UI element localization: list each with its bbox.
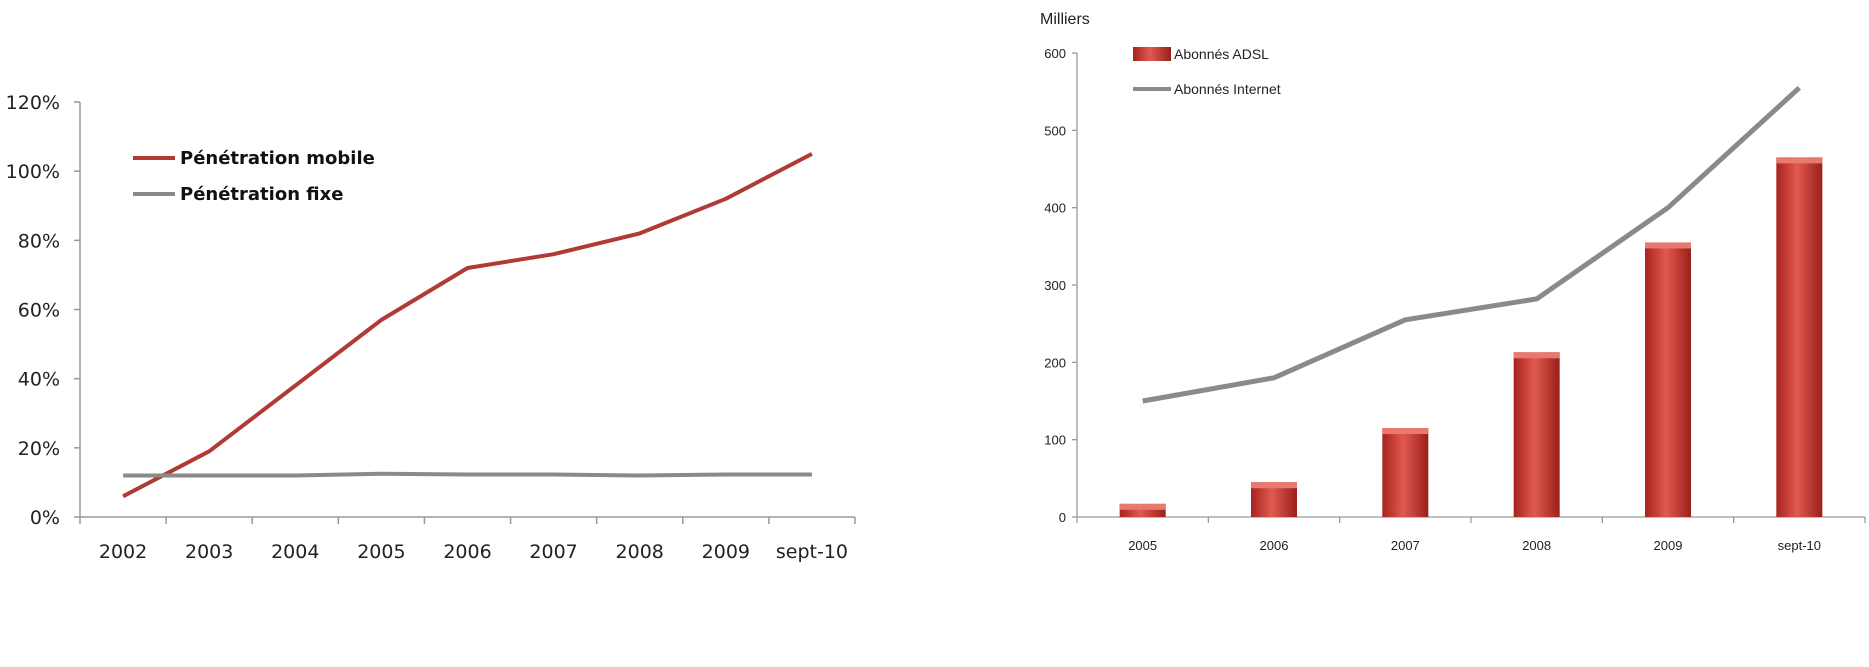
subscribers-chart: Milliers 0 100 200 300 400 500 600 2005 2006 2007 2… (1040, 0, 1869, 667)
bar-top-highlight (1119, 503, 1166, 510)
y-tick-label: 60% (18, 300, 60, 322)
x-tick-label: sept-10 (1778, 538, 1821, 553)
series-line-penetration-mobile (122, 152, 813, 499)
y-tick-label: 100% (6, 161, 60, 183)
legend-label: Abonnés ADSL (1174, 46, 1269, 62)
bar-top-highlight (1776, 157, 1823, 164)
y-tick-label: 400 (1044, 201, 1066, 216)
y-tick-label: 600 (1044, 46, 1066, 61)
y-tick-label: 120% (6, 92, 60, 114)
penetration-chart-svg: 0% 20% 40% 60% 80% 100% 120% 2002 2003 2004 2005 20… (6, 92, 856, 563)
bar-abonnes-adsl (1645, 242, 1691, 517)
y-tick-label: 20% (18, 438, 60, 460)
x-tick-label: 2008 (1522, 538, 1551, 553)
y-tick-label: 0% (30, 507, 60, 529)
x-tick-label: 2003 (185, 541, 233, 563)
y-tick-label: 80% (18, 230, 60, 252)
bar-top-highlight (1251, 482, 1297, 489)
x-tick-label: 2002 (99, 541, 147, 563)
y-tick-label: 200 (1044, 355, 1066, 370)
bar-top-highlight (1382, 428, 1429, 435)
x-tick-label: 2007 (1391, 538, 1420, 553)
x-tick-label: 2005 (357, 541, 405, 563)
penetration-chart: 0% 20% 40% 60% 80% 100% 120% 2002 2003 2004 2005 20… (6, 92, 856, 563)
y-tick-label: 100 (1044, 433, 1066, 448)
bar-abonnes-adsl (1513, 352, 1560, 517)
x-tick-label: sept-10 (776, 541, 848, 563)
y-tick-label: 40% (18, 369, 60, 391)
bar-top-highlight (1645, 242, 1691, 249)
x-tick-label: 2005 (1128, 538, 1157, 553)
legend-label: Pénétration mobile (180, 148, 375, 169)
x-tick-label: 2009 (1654, 538, 1683, 553)
x-tick-label: 2008 (616, 541, 664, 563)
legend-label: Pénétration fixe (180, 184, 343, 205)
bar-abonnes-adsl (1776, 157, 1823, 517)
x-tick-label: 2006 (443, 541, 491, 563)
y-tick-label: 300 (1044, 278, 1066, 293)
bar-abonnes-adsl (1382, 428, 1429, 517)
subscribers-chart-svg: Milliers 0 100 200 300 400 500 600 2005 2006 2007 2… (1040, 11, 1866, 553)
series-line-penetration-fixe (123, 471, 812, 478)
x-tick-label: 2009 (702, 541, 750, 563)
y-tick-label: 500 (1044, 123, 1066, 138)
y-tick-label: 0 (1059, 510, 1066, 525)
legend-swatch-bar (1133, 47, 1171, 61)
bar-top-highlight (1513, 352, 1560, 359)
x-tick-label: 2004 (271, 541, 319, 563)
x-tick-label: 2007 (529, 541, 577, 563)
y-axis-unit-label: Milliers (1040, 11, 1090, 28)
x-tick-label: 2006 (1260, 538, 1289, 553)
legend-label: Abonnés Internet (1174, 81, 1281, 97)
series-line-abonnes-internet (1142, 85, 1801, 404)
